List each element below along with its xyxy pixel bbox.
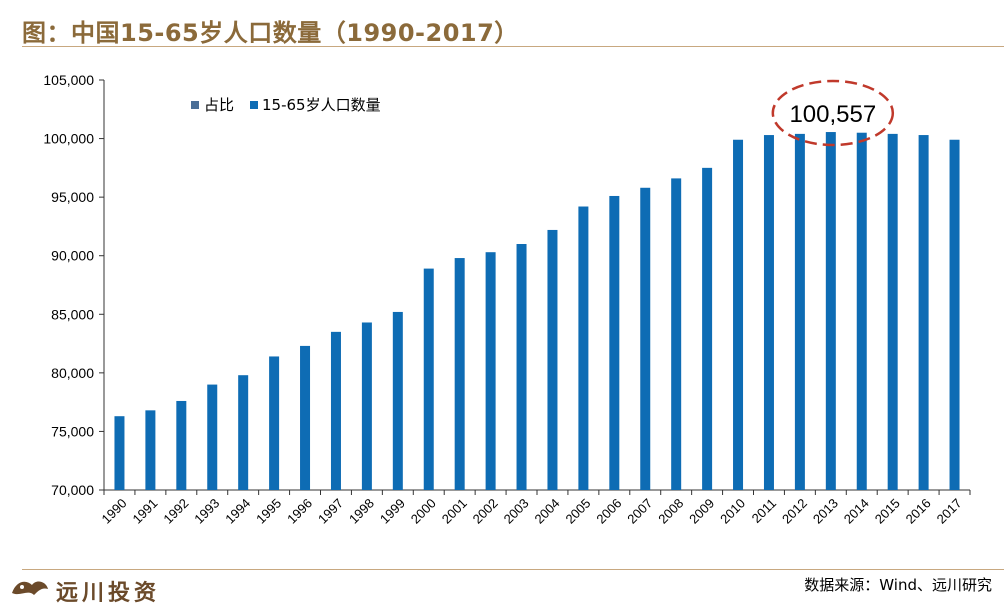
bar	[238, 375, 249, 490]
bar	[887, 133, 898, 490]
x-tick-label: 2009	[686, 496, 717, 527]
chart-axes	[99, 79, 971, 495]
y-tick-label: 75,000	[51, 423, 94, 439]
chart-bars	[114, 132, 960, 491]
bar	[918, 135, 929, 491]
bar	[485, 252, 496, 490]
x-tick-label: 2007	[624, 496, 655, 527]
bar	[145, 410, 156, 490]
x-tick-label: 2004	[532, 496, 563, 527]
bar	[269, 356, 280, 490]
x-tick-label: 1990	[99, 496, 130, 527]
bar	[949, 139, 960, 490]
chart-annotation: 100,557	[771, 79, 895, 147]
y-tick-label: 70,000	[51, 482, 94, 498]
x-tick-label: 2000	[408, 496, 439, 527]
dragon-logo-icon	[12, 581, 48, 595]
bar	[733, 139, 744, 490]
bar	[176, 400, 187, 490]
company-logo: 远川投资	[8, 575, 178, 606]
highlight-ellipse	[771, 79, 895, 147]
bar	[454, 258, 465, 490]
x-tick-label: 2003	[501, 496, 532, 527]
x-tick-label: 2016	[903, 496, 934, 527]
x-tick-label: 1992	[160, 496, 191, 527]
y-tick-label: 105,000	[43, 72, 94, 88]
y-tick-label: 80,000	[51, 365, 94, 381]
bar	[114, 416, 125, 490]
bar	[330, 331, 341, 490]
bar	[516, 244, 527, 490]
bar	[825, 132, 836, 490]
x-tick-label: 2001	[439, 496, 470, 527]
x-tick-label: 2015	[872, 496, 903, 527]
bar	[856, 132, 867, 490]
x-tick-label: 2011	[749, 496, 779, 526]
x-tick-label: 1998	[346, 496, 377, 527]
bar	[702, 167, 713, 490]
bar	[423, 268, 434, 490]
footer-divider	[22, 569, 1004, 570]
bar	[671, 178, 682, 490]
x-tick-label: 2013	[810, 496, 841, 527]
x-tick-label: 1997	[315, 496, 346, 527]
x-tick-label: 2010	[717, 496, 748, 527]
title-divider	[22, 46, 1004, 47]
legend-label-share: 占比	[204, 96, 234, 114]
x-tick-label: 2014	[841, 496, 872, 527]
chart-legend: 占比 15-65岁人口数量	[191, 96, 381, 114]
x-tick-labels: 1990 1991 1992 1993 1994 1995 1996 1997 1998 1999…	[99, 496, 965, 527]
x-tick-label: 2006	[593, 496, 624, 527]
bar	[609, 195, 620, 490]
y-tick-label: 100,000	[43, 131, 94, 147]
bar	[763, 135, 774, 491]
x-tick-label: 1995	[253, 496, 284, 527]
x-tick-label: 1999	[377, 496, 408, 527]
bar-chart: 1990 1991 1992 1993 1994 1995 1996 1997 1998 1999…	[43, 72, 971, 527]
x-tick-label: 1993	[191, 496, 222, 527]
bar	[578, 206, 589, 490]
annotation-label: 100,557	[789, 101, 876, 128]
x-tick-label: 2012	[779, 496, 810, 527]
bar	[547, 229, 558, 490]
legend-swatch-share	[191, 101, 199, 109]
bar	[640, 187, 651, 490]
bar	[207, 384, 218, 490]
x-tick-label: 2005	[562, 496, 593, 527]
legend-swatch-population	[250, 101, 258, 109]
bar	[361, 322, 372, 490]
y-tick-labels: 70,000 75,000 80,000 85,000 90,000 95,000 100,…	[43, 72, 94, 498]
x-tick-label: 2017	[934, 496, 965, 527]
logo-text: 远川投资	[56, 580, 161, 606]
y-tick-label: 95,000	[51, 189, 94, 205]
x-tick-label: 1991	[129, 496, 160, 527]
bar	[794, 133, 805, 490]
data-source: 数据来源：Wind、远川研究	[804, 576, 992, 594]
x-tick-label: 2002	[470, 496, 501, 527]
bar	[392, 311, 403, 490]
bar	[300, 345, 311, 490]
y-tick-label: 85,000	[51, 306, 94, 322]
x-tick-label: 1994	[222, 496, 253, 527]
page-title: 图：中国15-65岁人口数量（1990-2017）	[22, 19, 519, 47]
legend-label-population: 15-65岁人口数量	[262, 96, 381, 114]
y-tick-label: 90,000	[51, 248, 94, 264]
x-tick-label: 2008	[655, 496, 686, 527]
x-tick-label: 1996	[284, 496, 315, 527]
